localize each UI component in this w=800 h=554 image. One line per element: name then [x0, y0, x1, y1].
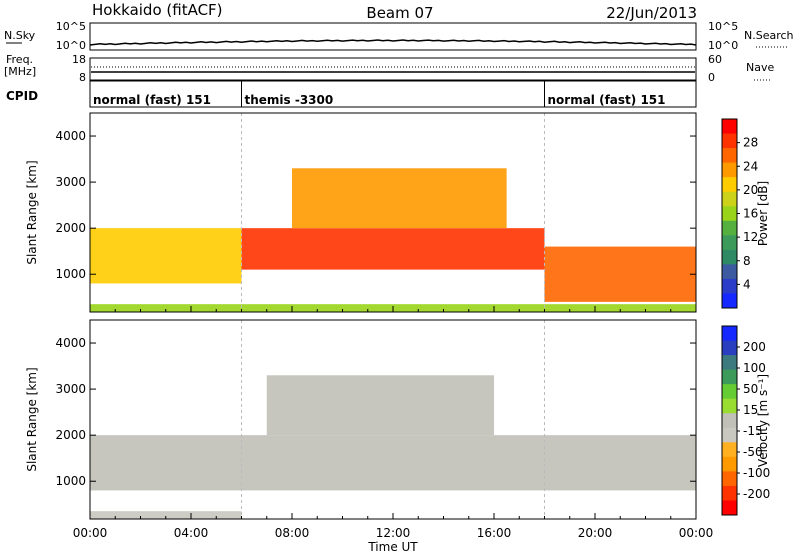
noise-sky-series: [89, 39, 697, 46]
colorbar-frame: [721, 325, 738, 516]
x-tick-label: 16:00: [477, 526, 512, 540]
scatter-region: [90, 435, 696, 491]
colorbar-tick-label: 15: [743, 403, 758, 417]
scatter-region: [544, 246, 696, 302]
colorbar-swatch: [722, 485, 737, 501]
station-title: Hokkaido (fitACF): [92, 1, 223, 19]
colorbar-swatch: [722, 177, 737, 193]
noise-right-tick-bottom: 10^0: [708, 39, 738, 52]
colorbar-label: Power [dB]: [756, 181, 770, 246]
colorbar-swatch: [722, 384, 737, 400]
noise-right-label: N.Search: [744, 29, 794, 42]
y-tick-label: 4000: [55, 336, 86, 350]
x-tick-label: 08:00: [275, 526, 310, 540]
colorbar-label: Velocity [m s⁻¹]: [756, 374, 770, 467]
freq-right-tick-top: 60: [708, 53, 722, 66]
colorbar-swatch: [722, 442, 737, 458]
colorbar-tick-label: 12: [743, 230, 758, 244]
freq-panel-frame: [89, 57, 697, 81]
colorbar-swatch: [722, 326, 737, 342]
colorbar-tick-label: 50: [743, 382, 758, 396]
colorbar-swatch: [722, 398, 737, 414]
colorbar-swatch: [722, 369, 737, 385]
power-panel: 1000 2000 3000 4000 Slant Range [km] 28 24 20 16…: [25, 112, 770, 313]
scatter-region: [90, 511, 242, 519]
cpid-segment-label: normal (fast) 151: [93, 93, 211, 107]
colorbar-swatch: [722, 235, 737, 251]
colorbar-tick-label: -15: [743, 424, 763, 438]
colorbar-swatch: [722, 456, 737, 472]
scatter-region: [241, 228, 545, 270]
colorbar-tick-label: 28: [743, 136, 758, 150]
colorbar-swatch: [722, 355, 737, 371]
noise-left-tick-bottom: 10^0: [56, 39, 86, 52]
colorbar-tick-label: 16: [743, 207, 758, 221]
cpid-segments: normal (fast) 151 themis -3300 normal (fas…: [93, 81, 666, 107]
y-tick-label: 2000: [55, 428, 86, 442]
colorbar-swatch: [722, 220, 737, 236]
colorbar-tick-label: -100: [743, 466, 770, 480]
y-tick-label: 3000: [55, 175, 86, 189]
time-axis-label: Time UT: [367, 540, 418, 554]
colorbar-swatch: [722, 119, 737, 135]
x-tick-label: 00:00: [679, 526, 714, 540]
freq-right-tick-bottom: 0: [708, 71, 715, 84]
colorbar-tick-label: 4: [743, 277, 751, 291]
colorbar-swatch: [722, 293, 737, 309]
noise-right-tick-top: 10^5: [708, 20, 738, 33]
y-tick-label: 1000: [55, 267, 86, 281]
freq-left-label-1: Freq.: [6, 53, 33, 66]
x-tick-label: 04:00: [174, 526, 209, 540]
cpid-segment-label: themis -3300: [245, 93, 334, 107]
date-title: 22/Jun/2013: [606, 4, 697, 22]
cpid-segment-label: normal (fast) 151: [548, 93, 666, 107]
x-tick-label: 12:00: [376, 526, 411, 540]
scatter-region: [266, 375, 494, 436]
colorbar-swatch: [722, 162, 737, 178]
colorbar-swatch: [722, 278, 737, 294]
cpid-label: CPID: [6, 89, 38, 103]
noise-left-tick-top: 10^5: [56, 20, 86, 33]
scatter-region: [292, 168, 507, 229]
colorbar-tick-label: 8: [743, 254, 751, 268]
noise-panel-frame: [89, 22, 697, 51]
y-tick-label: 3000: [55, 382, 86, 396]
colorbar-swatch: [722, 249, 737, 265]
colorbar-swatch: [722, 413, 737, 429]
y-tick-label: 1000: [55, 474, 86, 488]
time-axis-ticks: 00:00 04:00 08:00 12:00 16:00 20:00 00:00: [73, 526, 714, 540]
freq-left-label-2: [MHz]: [4, 65, 36, 78]
y-tick-label: 2000: [55, 221, 86, 235]
scatter-region: [90, 228, 242, 284]
beam-title: Beam 07: [366, 4, 433, 22]
colorbar-swatch: [722, 264, 737, 280]
freq-left-tick-bottom: 8: [79, 71, 86, 84]
colorbar-swatch: [722, 471, 737, 487]
x-tick-label: 00:00: [73, 526, 108, 540]
colorbar-tick-label: -200: [743, 487, 770, 501]
colorbar-swatch: [722, 340, 737, 356]
colorbar-swatch: [722, 148, 737, 164]
cpid-panel-frame: [89, 80, 697, 108]
freq-left-tick-top: 18: [72, 53, 86, 66]
noise-left-label: N.Sky: [4, 29, 36, 42]
colorbar-swatch: [722, 133, 737, 149]
nave-label: Nave: [746, 61, 774, 74]
colorbar-tick-label: 24: [743, 159, 758, 173]
colorbar-swatch: [722, 500, 737, 516]
colorbar-tick-label: 20: [743, 183, 758, 197]
x-tick-label: 20:00: [578, 526, 613, 540]
y-axis-label: Slant Range [km]: [25, 160, 39, 264]
colorbar-tick-label: 200: [743, 340, 766, 354]
colorbar-swatch: [722, 191, 737, 207]
colorbar-tick-label: -50: [743, 445, 763, 459]
colorbar-swatch: [722, 427, 737, 443]
y-tick-label: 4000: [55, 129, 86, 143]
velocity-panel: 1000 2000 3000 4000 Slant Range [km] 200 100 50…: [25, 319, 770, 520]
y-axis-label: Slant Range [km]: [25, 367, 39, 471]
colorbar-swatch: [722, 206, 737, 222]
colorbar-tick-label: 100: [743, 361, 766, 375]
